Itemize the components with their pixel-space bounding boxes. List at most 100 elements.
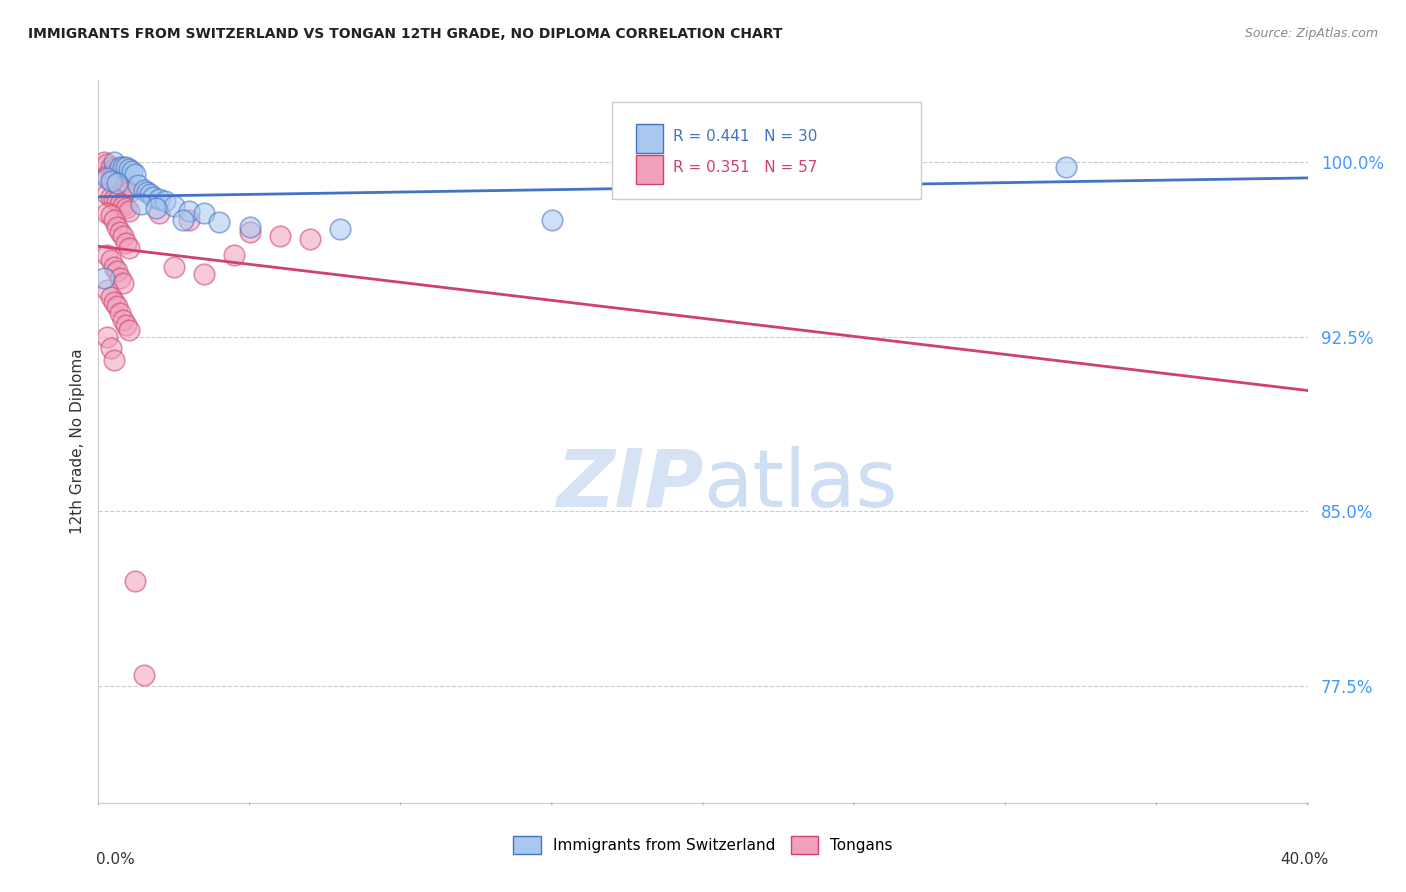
Point xyxy=(108,167,131,181)
Text: Source: ZipAtlas.com: Source: ZipAtlas.com xyxy=(1244,27,1378,40)
Text: R = 0.441   N = 30: R = 0.441 N = 30 xyxy=(672,129,817,145)
Point xyxy=(105,299,128,313)
Point xyxy=(111,160,134,174)
Point xyxy=(108,196,131,211)
Point xyxy=(100,190,122,204)
Point xyxy=(145,202,167,216)
Point xyxy=(111,276,134,290)
Point xyxy=(103,173,125,187)
Point xyxy=(100,209,122,223)
Point xyxy=(179,203,201,218)
Point xyxy=(100,173,122,187)
Point xyxy=(193,267,215,281)
Point xyxy=(118,203,141,218)
Point xyxy=(153,194,176,209)
Point xyxy=(100,160,122,174)
Text: ZIP: ZIP xyxy=(555,446,703,524)
Text: IMMIGRANTS FROM SWITZERLAND VS TONGAN 12TH GRADE, NO DIPLOMA CORRELATION CHART: IMMIGRANTS FROM SWITZERLAND VS TONGAN 12… xyxy=(28,27,783,41)
Point xyxy=(103,353,125,368)
Point xyxy=(96,169,118,183)
Point xyxy=(96,206,118,220)
Point xyxy=(108,160,131,174)
Point xyxy=(118,241,141,255)
Point xyxy=(114,236,136,251)
Text: atlas: atlas xyxy=(703,446,897,524)
Point xyxy=(132,667,155,681)
Text: R = 0.351   N = 57: R = 0.351 N = 57 xyxy=(672,161,817,175)
Point xyxy=(269,229,291,244)
Point xyxy=(114,160,136,174)
Point xyxy=(96,157,118,171)
Point xyxy=(105,264,128,278)
Point xyxy=(873,154,896,169)
Point xyxy=(540,213,562,227)
Point xyxy=(239,225,262,239)
Point xyxy=(103,213,125,227)
Point xyxy=(239,220,262,235)
Point xyxy=(93,154,115,169)
Point xyxy=(108,271,131,285)
Point xyxy=(108,225,131,239)
Text: 40.0%: 40.0% xyxy=(1281,852,1329,867)
Point xyxy=(208,215,231,229)
Point xyxy=(100,171,122,186)
Text: 0.0%: 0.0% xyxy=(96,852,135,867)
Point xyxy=(108,306,131,320)
Point xyxy=(111,199,134,213)
Point xyxy=(114,318,136,332)
Point xyxy=(108,178,131,193)
Point xyxy=(148,192,170,206)
Point xyxy=(118,323,141,337)
Point xyxy=(103,161,125,176)
Point xyxy=(105,194,128,209)
Point xyxy=(100,290,122,304)
Point xyxy=(111,313,134,327)
Point xyxy=(100,252,122,267)
Point xyxy=(96,171,118,186)
Point xyxy=(163,260,186,274)
Point xyxy=(100,341,122,355)
Point xyxy=(118,161,141,176)
Point xyxy=(124,167,146,181)
Point xyxy=(96,187,118,202)
Point xyxy=(299,232,322,246)
Legend: Immigrants from Switzerland, Tongans: Immigrants from Switzerland, Tongans xyxy=(508,830,898,860)
Bar xyxy=(637,154,664,184)
Point xyxy=(96,283,118,297)
Point xyxy=(193,206,215,220)
Point xyxy=(96,329,118,343)
Point xyxy=(148,206,170,220)
Point xyxy=(105,164,128,178)
FancyBboxPatch shape xyxy=(613,102,921,200)
Bar xyxy=(637,124,664,153)
Point xyxy=(96,248,118,262)
Point xyxy=(111,180,134,194)
Point xyxy=(105,176,128,190)
Point xyxy=(103,192,125,206)
Point xyxy=(132,183,155,197)
Point xyxy=(1054,160,1077,174)
Point xyxy=(124,574,146,589)
Y-axis label: 12th Grade, No Diploma: 12th Grade, No Diploma xyxy=(69,349,84,534)
Point xyxy=(224,248,246,262)
Point xyxy=(172,213,194,227)
Point xyxy=(114,183,136,197)
Point xyxy=(163,199,186,213)
Point xyxy=(103,294,125,309)
Point xyxy=(118,185,141,199)
Point xyxy=(103,154,125,169)
Point xyxy=(114,202,136,216)
Point xyxy=(179,213,201,227)
Point xyxy=(139,187,162,202)
Point xyxy=(105,176,128,190)
Point xyxy=(135,185,157,199)
Point xyxy=(93,271,115,285)
Point xyxy=(111,229,134,244)
Point xyxy=(329,222,352,236)
Point xyxy=(142,190,165,204)
Point xyxy=(105,220,128,235)
Point xyxy=(127,178,149,193)
Point xyxy=(103,260,125,274)
Point xyxy=(121,164,143,178)
Point xyxy=(129,196,152,211)
